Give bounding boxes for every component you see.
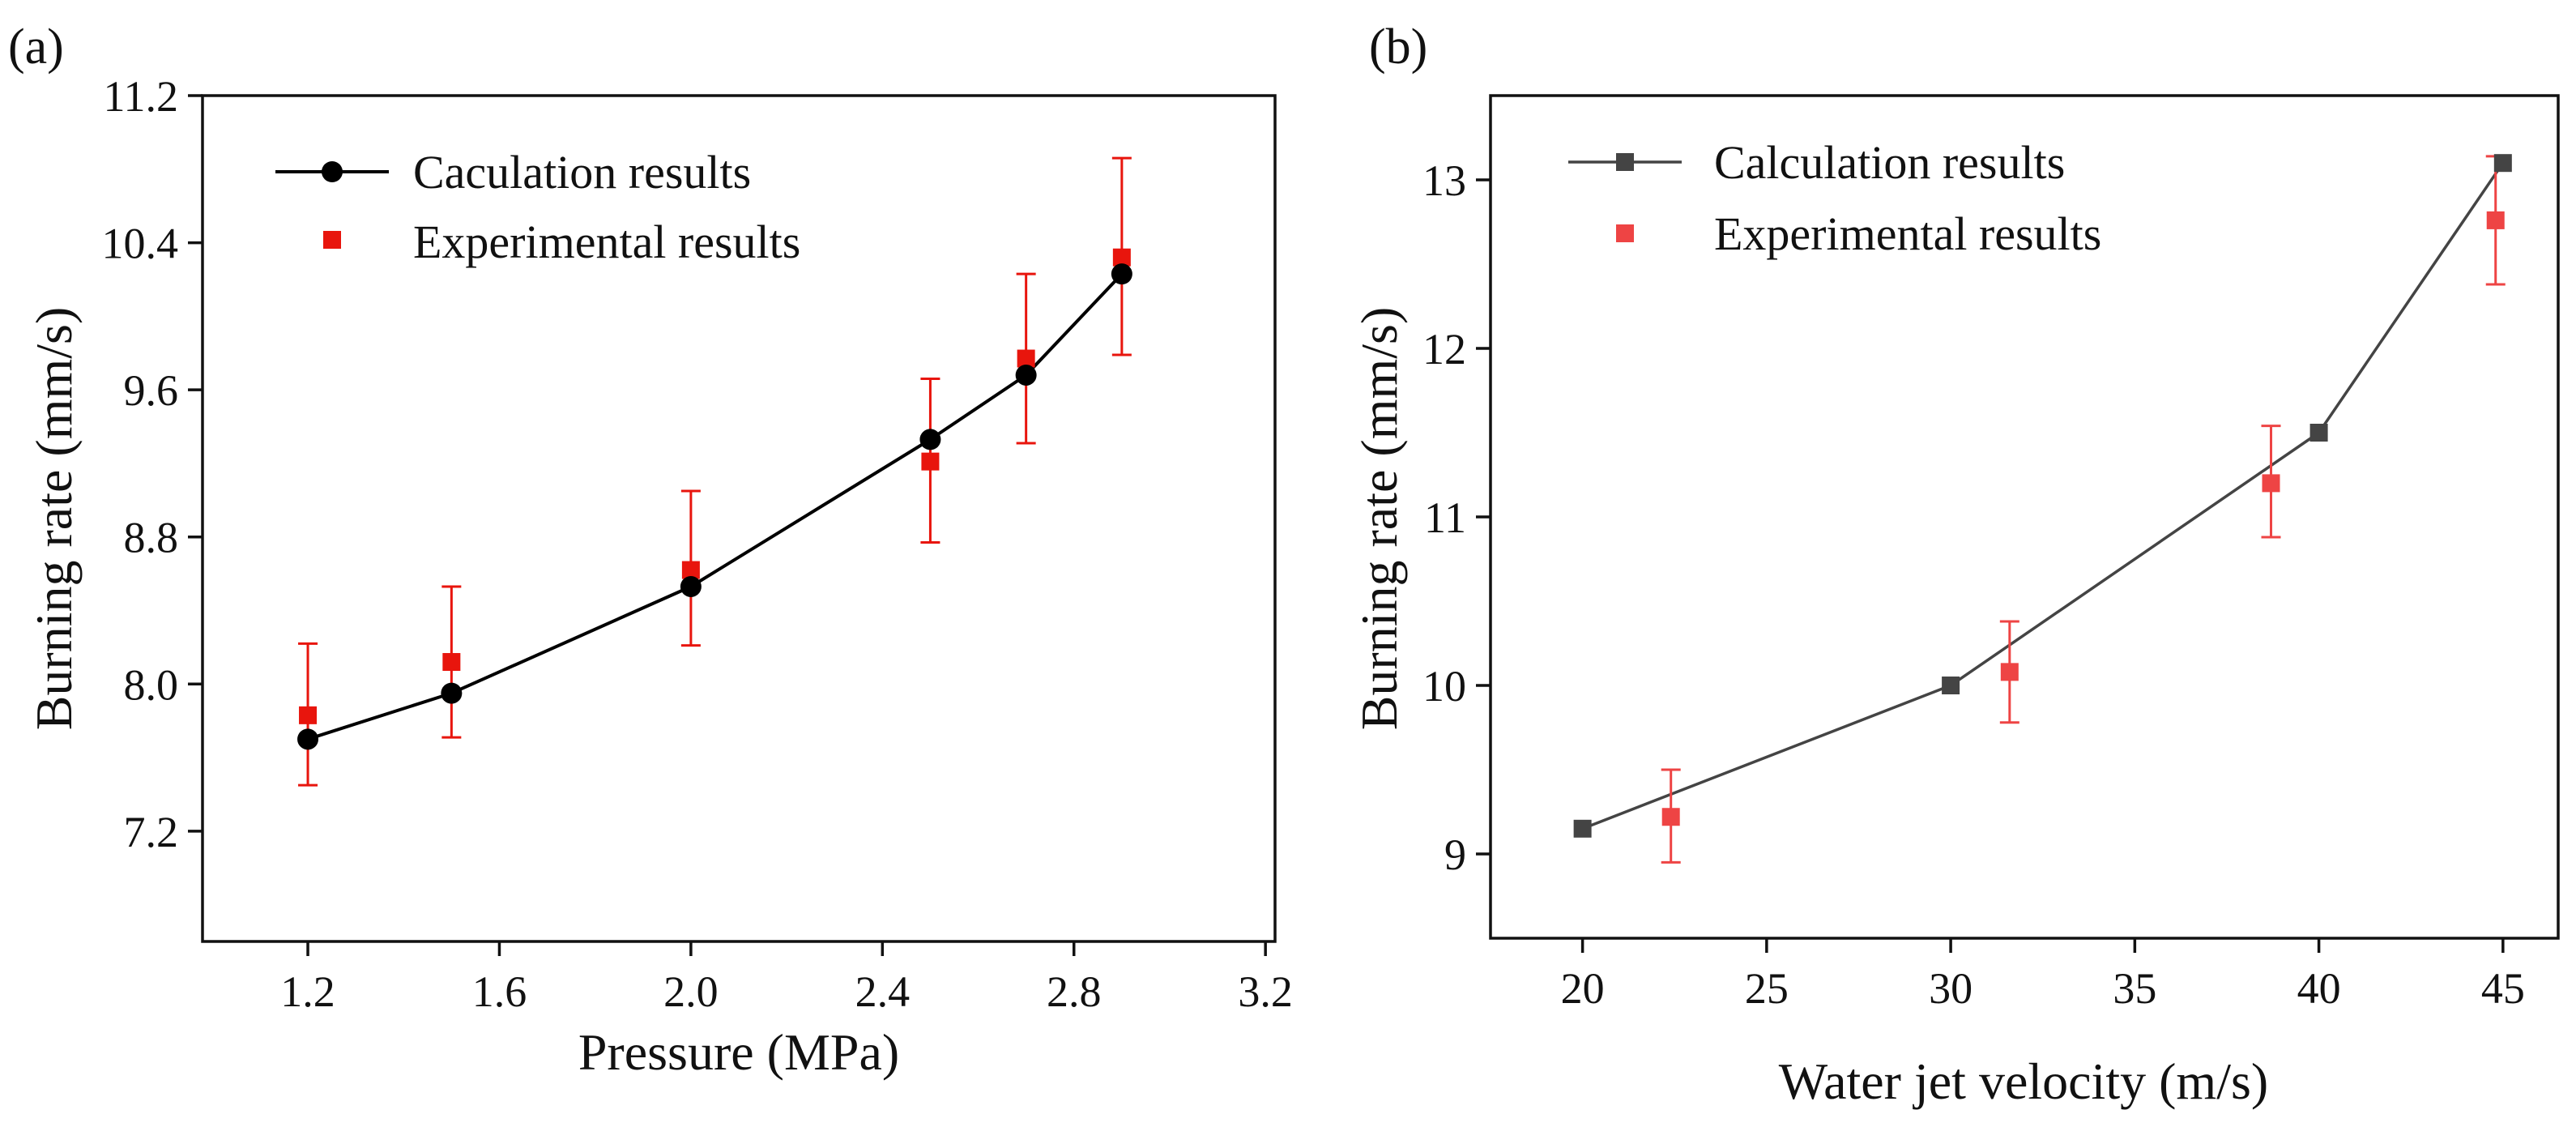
y-tick-label: 7.2	[124, 808, 179, 856]
exp-marker	[1661, 808, 1680, 826]
x-axis-title-a: Pressure (MPa)	[578, 1023, 899, 1081]
chart-b: (b) 20 25 30 35 40 45 9 10 11 12 13 Water jet velo…	[1350, 19, 2560, 1110]
x-tick-label: 35	[2113, 964, 2156, 1013]
calc-series-line	[1581, 162, 2505, 830]
exp-marker	[299, 706, 318, 724]
x-tick-label: 30	[1929, 964, 1973, 1013]
y-tick-label: 13	[1422, 156, 1466, 205]
legend-a: Caculation results Experimental results	[275, 146, 800, 268]
tick-labels-a: 1.2 1.6 2.0 2.4 2.8 3.2 7.2 8.0 8.8 9.6 10.4 11.2	[102, 72, 1293, 1016]
exp-marker	[1112, 248, 1131, 267]
legend-marker-calc-b	[1616, 153, 1634, 171]
x-tick-label: 20	[1561, 964, 1605, 1013]
x-tick-label: 25	[1745, 964, 1789, 1013]
y-tick-label: 12	[1422, 325, 1466, 374]
legend-label-exp-a: Experimental results	[413, 216, 800, 268]
x-tick-label: 3.2	[1238, 967, 1293, 1016]
series-layer-b	[1573, 154, 2512, 864]
exp-point	[298, 642, 318, 787]
legend-label-calc-b: Calculation results	[1714, 136, 2065, 189]
panel-label-a: (a)	[8, 19, 64, 75]
y-tick-label: 11.2	[104, 72, 179, 121]
plot-frame-a	[201, 94, 1277, 943]
legend-marker-calc-a	[322, 161, 343, 182]
legend-b: Calculation results Experimental results	[1568, 136, 2101, 260]
x-tick-label: 2.0	[663, 967, 719, 1016]
x-tick-label: 1.2	[280, 967, 335, 1016]
exp-marker	[2486, 211, 2505, 229]
x-tick-label: 2.8	[1047, 967, 1102, 1016]
exp-marker	[681, 561, 700, 579]
y-tick-label: 8.8	[124, 514, 179, 562]
exp-marker	[2000, 663, 2019, 681]
calc-marker	[1015, 364, 1037, 386]
y-tick-label: 11	[1424, 493, 1466, 542]
exp-marker	[1017, 349, 1035, 368]
x-tick-label: 2.4	[855, 967, 911, 1016]
calc-marker	[441, 682, 463, 704]
tick-labels-b: 20 25 30 35 40 45 9 10 11 12 13	[1422, 156, 2525, 1013]
exp-point	[1999, 620, 2019, 724]
x-tick-label: 40	[2297, 964, 2341, 1013]
chart-a: (a) 1.2 1.6 2.0 2.4 2.8 3.2 7.2 8.0 8.8 9.6 10.4 11…	[8, 19, 1293, 1081]
exp-point	[680, 489, 701, 647]
y-tick-label: 10	[1422, 662, 1466, 711]
exp-point	[1111, 156, 1132, 356]
calc-marker	[1942, 677, 1960, 694]
calc-marker	[1111, 263, 1132, 285]
exp-marker	[442, 653, 461, 672]
legend-label-exp-b: Experimental results	[1714, 207, 2101, 260]
calc-series-line	[307, 272, 1124, 741]
exp-point	[1016, 272, 1036, 445]
y-tick-label: 8.0	[124, 660, 179, 709]
panel-label-b: (b)	[1369, 19, 1427, 75]
exp-marker	[2262, 474, 2280, 493]
exp-point	[2261, 425, 2281, 539]
x-tick-label: 1.6	[472, 967, 527, 1016]
legend-marker-exp-b	[1616, 224, 1634, 242]
exp-point	[1661, 768, 1681, 864]
exp-point	[920, 378, 940, 544]
y-axis-title-a: Burning rate (mm/s)	[25, 307, 83, 731]
calc-marker	[2493, 154, 2512, 173]
y-tick-label: 10.4	[102, 220, 179, 268]
calc-marker	[2309, 424, 2328, 442]
legend-label-calc-a: Caculation results	[413, 146, 751, 199]
y-tick-label: 9	[1444, 830, 1466, 879]
y-tick-label: 9.6	[124, 366, 179, 415]
x-axis-title-b: Water jet velocity (m/s)	[1779, 1052, 2268, 1110]
calc-marker	[680, 575, 702, 597]
series-layer-a	[297, 156, 1132, 787]
exp-point	[441, 585, 462, 739]
legend-marker-exp-a	[323, 231, 341, 249]
x-tick-label: 45	[2481, 964, 2525, 1013]
calc-marker	[297, 728, 319, 750]
calc-marker	[1573, 819, 1592, 838]
exp-marker	[921, 452, 940, 471]
axis-ticks-a	[188, 94, 1267, 956]
y-axis-title-b: Burning rate (mm/s)	[1350, 307, 1408, 731]
calc-marker	[919, 429, 941, 450]
axis-ticks-b	[1476, 178, 2505, 953]
